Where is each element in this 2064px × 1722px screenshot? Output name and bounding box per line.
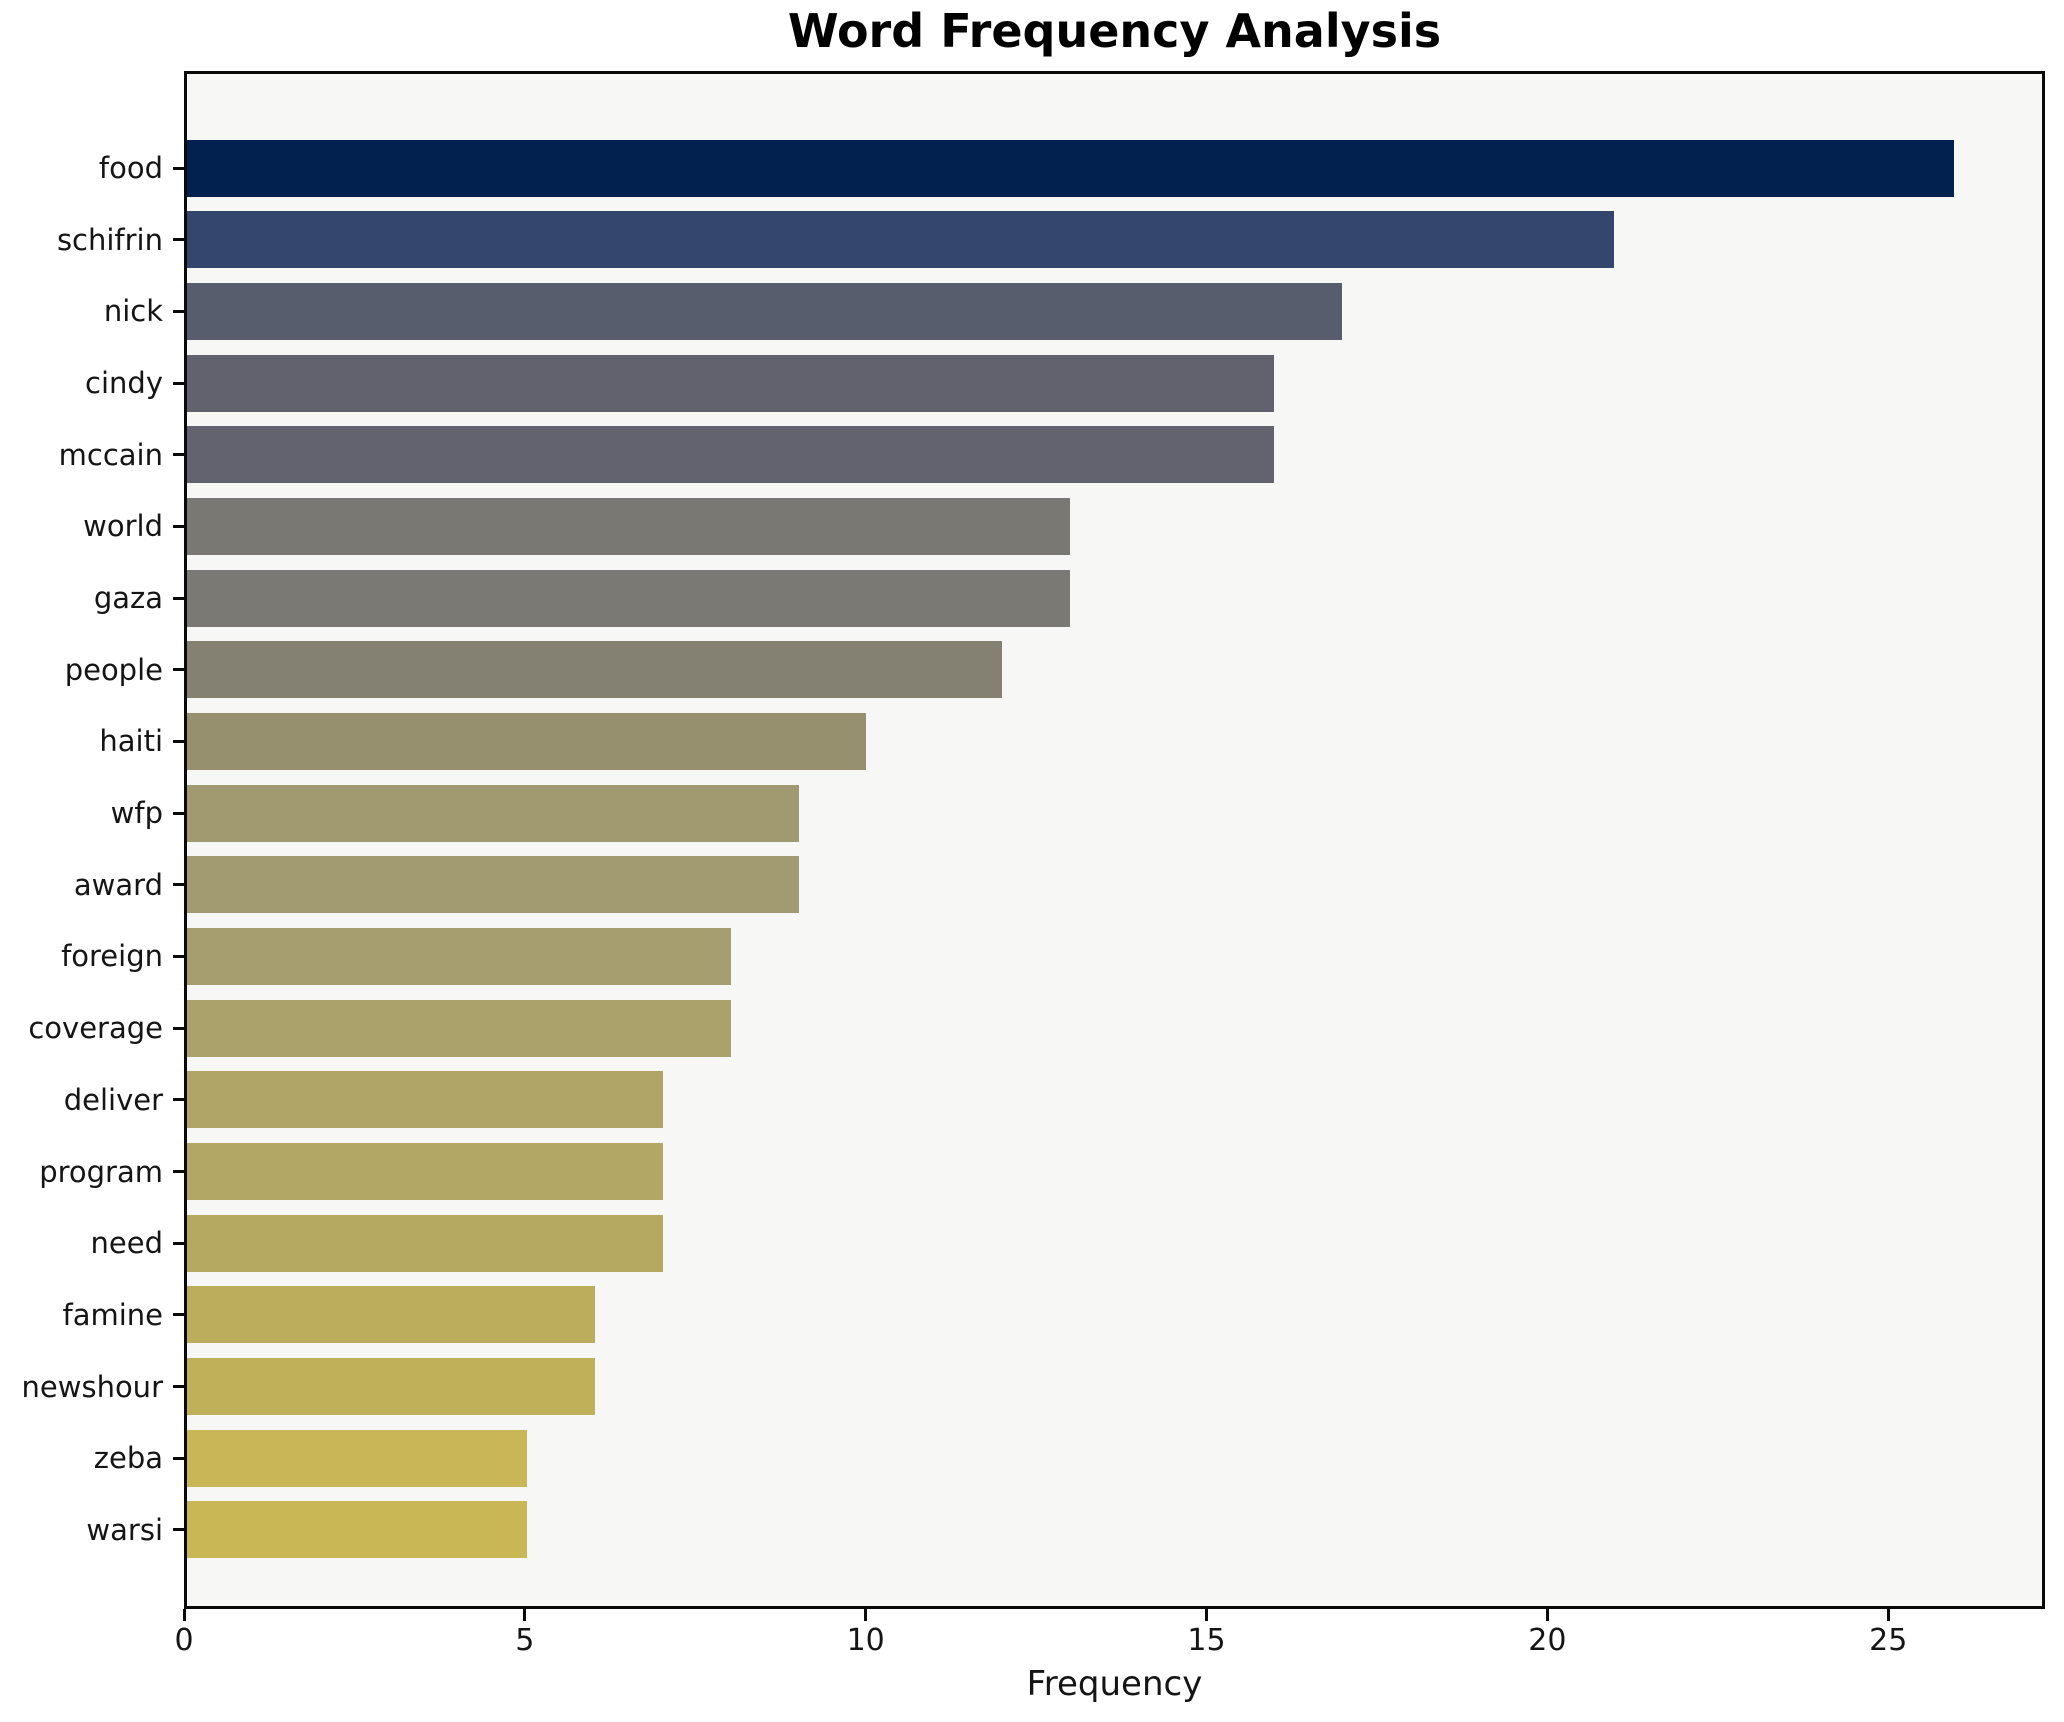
y-tick-label-cindy: cindy bbox=[85, 366, 163, 401]
x-tick-label-5: 5 bbox=[515, 1623, 535, 1658]
y-tick-label-warsi: warsi bbox=[86, 1512, 163, 1547]
y-tick-label-famine: famine bbox=[62, 1297, 163, 1332]
bar-zeba bbox=[187, 1429, 527, 1487]
y-tick-label-people: people bbox=[64, 652, 163, 687]
y-tick-mark-deliver bbox=[173, 1098, 184, 1102]
x-tick-label-0: 0 bbox=[174, 1623, 194, 1658]
y-tick-mark-famine bbox=[173, 1313, 184, 1317]
chart-title: Word Frequency Analysis bbox=[787, 4, 1442, 58]
bar-wfp bbox=[187, 784, 799, 842]
bar-foreign bbox=[187, 927, 731, 985]
bar-need bbox=[187, 1214, 663, 1272]
y-tick-mark-wfp bbox=[173, 811, 184, 815]
bar-program bbox=[187, 1143, 663, 1201]
x-axis-label: Frequency bbox=[1026, 1664, 1203, 1704]
x-tick-label-10: 10 bbox=[846, 1623, 885, 1658]
y-tick-label-schifrin: schifrin bbox=[56, 222, 163, 257]
x-tick-label-15: 15 bbox=[1187, 1623, 1226, 1658]
y-tick-label-mccain: mccain bbox=[58, 437, 163, 472]
bar-newshour bbox=[187, 1358, 595, 1416]
y-tick-mark-warsi bbox=[173, 1528, 184, 1532]
y-tick-mark-nick bbox=[173, 309, 184, 313]
y-tick-mark-world bbox=[173, 524, 184, 528]
y-tick-label-nick: nick bbox=[103, 294, 163, 329]
bar-mccain bbox=[187, 426, 1275, 484]
x-tick-mark-25 bbox=[1886, 1609, 1890, 1621]
x-tick-mark-20 bbox=[1545, 1609, 1549, 1621]
y-tick-label-wfp: wfp bbox=[110, 796, 163, 831]
x-tick-mark-0 bbox=[182, 1609, 186, 1621]
y-tick-label-program: program bbox=[39, 1154, 163, 1189]
y-tick-mark-people bbox=[173, 668, 184, 672]
y-tick-mark-newshour bbox=[173, 1385, 184, 1389]
y-tick-label-need: need bbox=[90, 1226, 163, 1261]
bar-food bbox=[187, 139, 1954, 197]
bar-famine bbox=[187, 1286, 595, 1344]
y-tick-mark-haiti bbox=[173, 739, 184, 743]
y-tick-label-foreign: foreign bbox=[61, 939, 163, 974]
y-tick-mark-award bbox=[173, 883, 184, 887]
y-tick-mark-mccain bbox=[173, 453, 184, 457]
plot-area bbox=[184, 71, 2045, 1609]
x-tick-mark-10 bbox=[864, 1609, 868, 1621]
y-tick-label-haiti: haiti bbox=[99, 724, 163, 759]
bar-gaza bbox=[187, 569, 1071, 627]
bar-cindy bbox=[187, 354, 1275, 412]
bar-world bbox=[187, 497, 1071, 555]
y-tick-label-coverage: coverage bbox=[28, 1011, 163, 1046]
y-tick-label-deliver: deliver bbox=[63, 1082, 163, 1117]
bar-schifrin bbox=[187, 211, 1614, 269]
bar-award bbox=[187, 856, 799, 914]
x-tick-mark-15 bbox=[1205, 1609, 1209, 1621]
y-tick-mark-zeba bbox=[173, 1456, 184, 1460]
y-tick-label-award: award bbox=[73, 867, 163, 902]
bar-deliver bbox=[187, 1071, 663, 1129]
y-tick-mark-coverage bbox=[173, 1026, 184, 1030]
x-tick-label-20: 20 bbox=[1528, 1623, 1567, 1658]
bar-warsi bbox=[187, 1501, 527, 1559]
bar-coverage bbox=[187, 999, 731, 1057]
bar-haiti bbox=[187, 712, 867, 770]
y-tick-mark-program bbox=[173, 1170, 184, 1174]
y-tick-mark-schifrin bbox=[173, 238, 184, 242]
y-tick-label-newshour: newshour bbox=[21, 1369, 163, 1404]
y-tick-label-gaza: gaza bbox=[93, 581, 163, 616]
y-tick-label-zeba: zeba bbox=[93, 1441, 163, 1476]
y-tick-mark-cindy bbox=[173, 381, 184, 385]
y-tick-mark-foreign bbox=[173, 954, 184, 958]
y-tick-label-world: world bbox=[83, 509, 163, 544]
bar-nick bbox=[187, 282, 1343, 340]
y-tick-mark-gaza bbox=[173, 596, 184, 600]
x-tick-label-25: 25 bbox=[1869, 1623, 1908, 1658]
bar-people bbox=[187, 641, 1003, 699]
y-tick-mark-food bbox=[173, 166, 184, 170]
x-tick-mark-5 bbox=[523, 1609, 527, 1621]
y-tick-label-food: food bbox=[98, 151, 163, 185]
y-tick-mark-need bbox=[173, 1241, 184, 1245]
